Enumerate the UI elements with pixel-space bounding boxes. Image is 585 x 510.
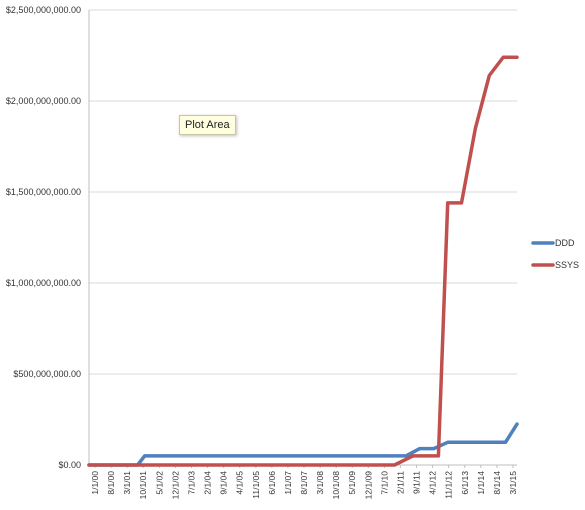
x-tick-label: 4/1/05 (235, 471, 245, 495)
x-tick-label: 3/1/01 (122, 471, 132, 495)
y-tick-label: $2,000,000,000.00 (6, 96, 81, 106)
x-tick-label: 12/1/02 (170, 471, 180, 500)
series-lines (87, 55, 519, 467)
legend: DDD SSYS (531, 238, 579, 270)
y-axis: $0.00 $500,000,000.00 $1,000,000,000.00 $1,… (6, 5, 81, 470)
x-tick-label: 1/1/07 (283, 471, 293, 495)
x-tick-label: 9/1/04 (219, 471, 229, 495)
y-tick-label: $1,000,000,000.00 (6, 278, 81, 288)
y-tick-label: $1,500,000,000.00 (6, 187, 81, 197)
plot-area-tooltip: Plot Area (179, 115, 236, 135)
x-tick-label: 6/1/06 (267, 471, 277, 495)
y-tick-label: $0.00 (58, 460, 81, 470)
x-tick-label: 10/1/01 (138, 471, 148, 500)
x-tick-label: 3/1/08 (315, 471, 325, 495)
x-tick-label: 1/1/00 (90, 471, 100, 495)
x-tick-label: 8/1/14 (492, 471, 502, 495)
x-tick-label: 8/1/00 (106, 471, 116, 495)
x-tick-label: 11/1/05 (251, 471, 261, 499)
x-tick-label: 7/1/03 (186, 471, 196, 495)
x-tick-label: 7/1/10 (379, 471, 389, 495)
x-tick-label: 4/1/12 (428, 471, 438, 495)
x-tick-label: 2/1/04 (203, 471, 213, 495)
legend-label-ddd: DDD (555, 238, 575, 248)
series-line-ddd (87, 422, 519, 467)
x-tick-label: 11/1/12 (444, 471, 454, 499)
x-tick-label: 5/1/09 (347, 471, 357, 495)
legend-label-ssys: SSYS (555, 260, 579, 270)
x-axis: 1/1/00 8/1/00 3/1/01 10/1/01 5/1/02 12/1/02 7/… (90, 465, 518, 499)
x-tick-label: 2/1/11 (395, 471, 405, 494)
series-line-ssys (87, 55, 519, 467)
x-tick-label: 3/1/15 (508, 471, 518, 495)
x-tick-label: 10/1/08 (331, 471, 341, 500)
x-tick-label: 6/1/13 (460, 471, 470, 495)
x-tick-label: 1/1/14 (476, 471, 486, 495)
x-tick-label: 5/1/02 (154, 471, 164, 495)
x-tick-label: 9/1/11 (412, 471, 422, 494)
y-tick-label: $2,500,000,000.00 (6, 5, 81, 15)
x-tick-label: 12/1/09 (363, 471, 373, 500)
x-tick-label: 8/1/07 (299, 471, 309, 495)
y-tick-label: $500,000,000.00 (13, 369, 81, 379)
grid-lines (88, 9, 517, 466)
